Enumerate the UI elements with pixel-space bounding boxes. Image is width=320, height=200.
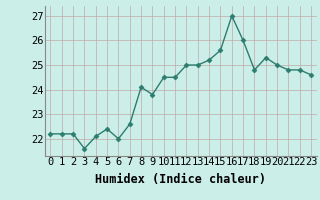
X-axis label: Humidex (Indice chaleur): Humidex (Indice chaleur) xyxy=(95,173,266,186)
